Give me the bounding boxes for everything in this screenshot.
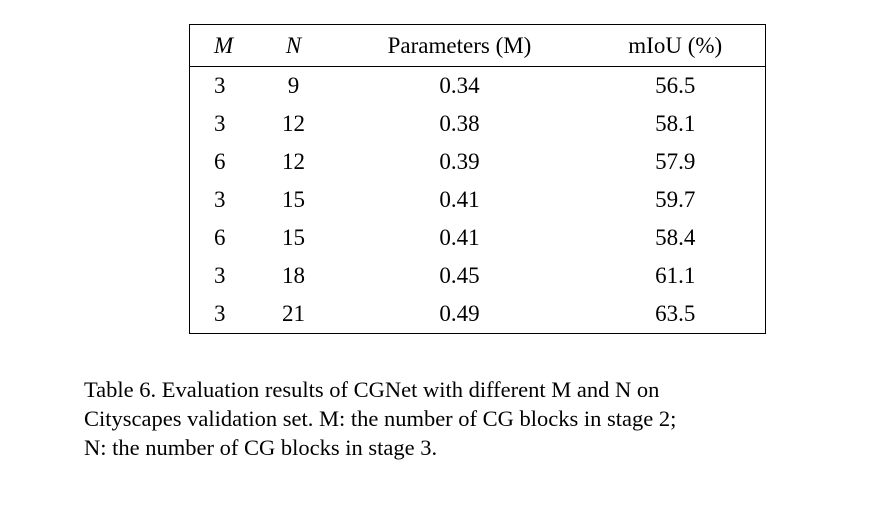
table-cell: 12 (282, 110, 305, 136)
table-cell: 0.41 (439, 186, 480, 212)
table-header-row: M N Parameters (M) mIoU (%) (189, 25, 766, 67)
table-caption: Table 6. Evaluation results of CGNet wit… (84, 375, 844, 462)
table-cell: 15 (282, 186, 305, 212)
column-header: N (285, 33, 302, 58)
table-cell: 0.38 (439, 110, 480, 136)
table-cell: 6 (214, 148, 226, 174)
column-header: mIoU (%) (628, 33, 723, 58)
column-header: M (214, 33, 234, 58)
table-row: 6 12 0.39 57.9 (190, 143, 766, 181)
table-row: 3 12 0.38 58.1 (190, 105, 766, 143)
caption-line: Cityscapes validation set. M: the number… (84, 406, 677, 431)
table-cell: 6 (214, 224, 226, 250)
table-cell: 3 (214, 301, 226, 327)
caption-line: N: the number of CG blocks in stage 3. (84, 435, 438, 460)
table-cell: 61.1 (655, 263, 696, 289)
table-cell: 3 (214, 186, 226, 212)
table-cell: 0.34 (439, 72, 480, 98)
table-cell: 3 (214, 72, 226, 98)
table-row: 6 15 0.41 58.4 (190, 219, 766, 257)
table-cell: 0.39 (439, 148, 480, 174)
table-cell: 58.4 (655, 224, 696, 250)
table-cell: 56.5 (655, 72, 696, 98)
table-head: M N Parameters (M) mIoU (%) (189, 25, 766, 67)
table-cell: 21 (282, 301, 305, 327)
table-row: 3 15 0.41 59.7 (190, 181, 766, 219)
results-table: M N Parameters (M) mIoU (%) 3 9 0.34 56.5 3 12 0.… (189, 24, 766, 335)
table-cell: 18 (282, 263, 305, 289)
table-cell: 12 (282, 148, 305, 174)
table-body: 3 9 0.34 56.5 3 12 0.38 58.1 6 12 0.39 57.9 3 15 0.41 5… (190, 66, 766, 334)
table-cell: 63.5 (655, 301, 696, 327)
table-cell: 0.49 (439, 301, 480, 327)
table-row: 3 21 0.49 63.5 (190, 295, 766, 334)
table-cell: 57.9 (655, 148, 696, 174)
table-cell: 9 (287, 72, 300, 98)
table-row: 3 18 0.45 61.1 (190, 257, 766, 295)
table-cell: 0.45 (439, 263, 480, 289)
table-cell: 15 (282, 224, 305, 250)
column-header: Parameters (M) (387, 33, 532, 58)
table-cell: 3 (214, 263, 226, 289)
caption-line: Table 6. Evaluation results of CGNet wit… (84, 377, 660, 402)
table-cell: 0.41 (439, 224, 480, 250)
table-cell: 3 (214, 110, 226, 136)
table-row: 3 9 0.34 56.5 (190, 66, 766, 105)
table-cell: 58.1 (655, 110, 696, 136)
table-cell: 59.7 (655, 186, 696, 212)
